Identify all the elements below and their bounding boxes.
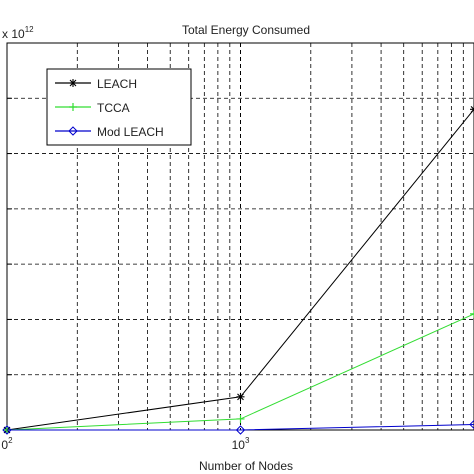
x-axis-label: Number of Nodes <box>199 459 293 473</box>
series-lines <box>2 105 474 435</box>
x-tick-labels: 02 103 <box>1 436 250 452</box>
data-point-mod-leach <box>235 425 246 435</box>
data-point-tcca <box>470 309 474 318</box>
data-point-leach <box>236 392 245 401</box>
data-point-tcca <box>236 414 245 423</box>
y-exponent-label: x 1012 <box>2 25 34 41</box>
legend-label-leach: LEACH <box>97 77 137 91</box>
legend-marker-leach <box>69 79 77 87</box>
data-point-mod-leach <box>2 425 12 435</box>
x-tick-label: 02 <box>1 436 13 452</box>
x-tick-label: 103 <box>232 436 250 452</box>
legend-label-mod-leach: Mod LEACH <box>97 125 164 139</box>
legend: LEACH TCCA Mod LEACH <box>46 68 192 146</box>
legend-label-tcca: TCCA <box>97 101 130 115</box>
legend-marker-tcca <box>69 103 77 111</box>
series-line-mod-leach <box>7 424 474 431</box>
chart-title: Total Energy Consumed <box>182 23 310 37</box>
legend-marker-mod-leach <box>68 126 78 136</box>
data-point-mod-leach <box>469 419 474 430</box>
